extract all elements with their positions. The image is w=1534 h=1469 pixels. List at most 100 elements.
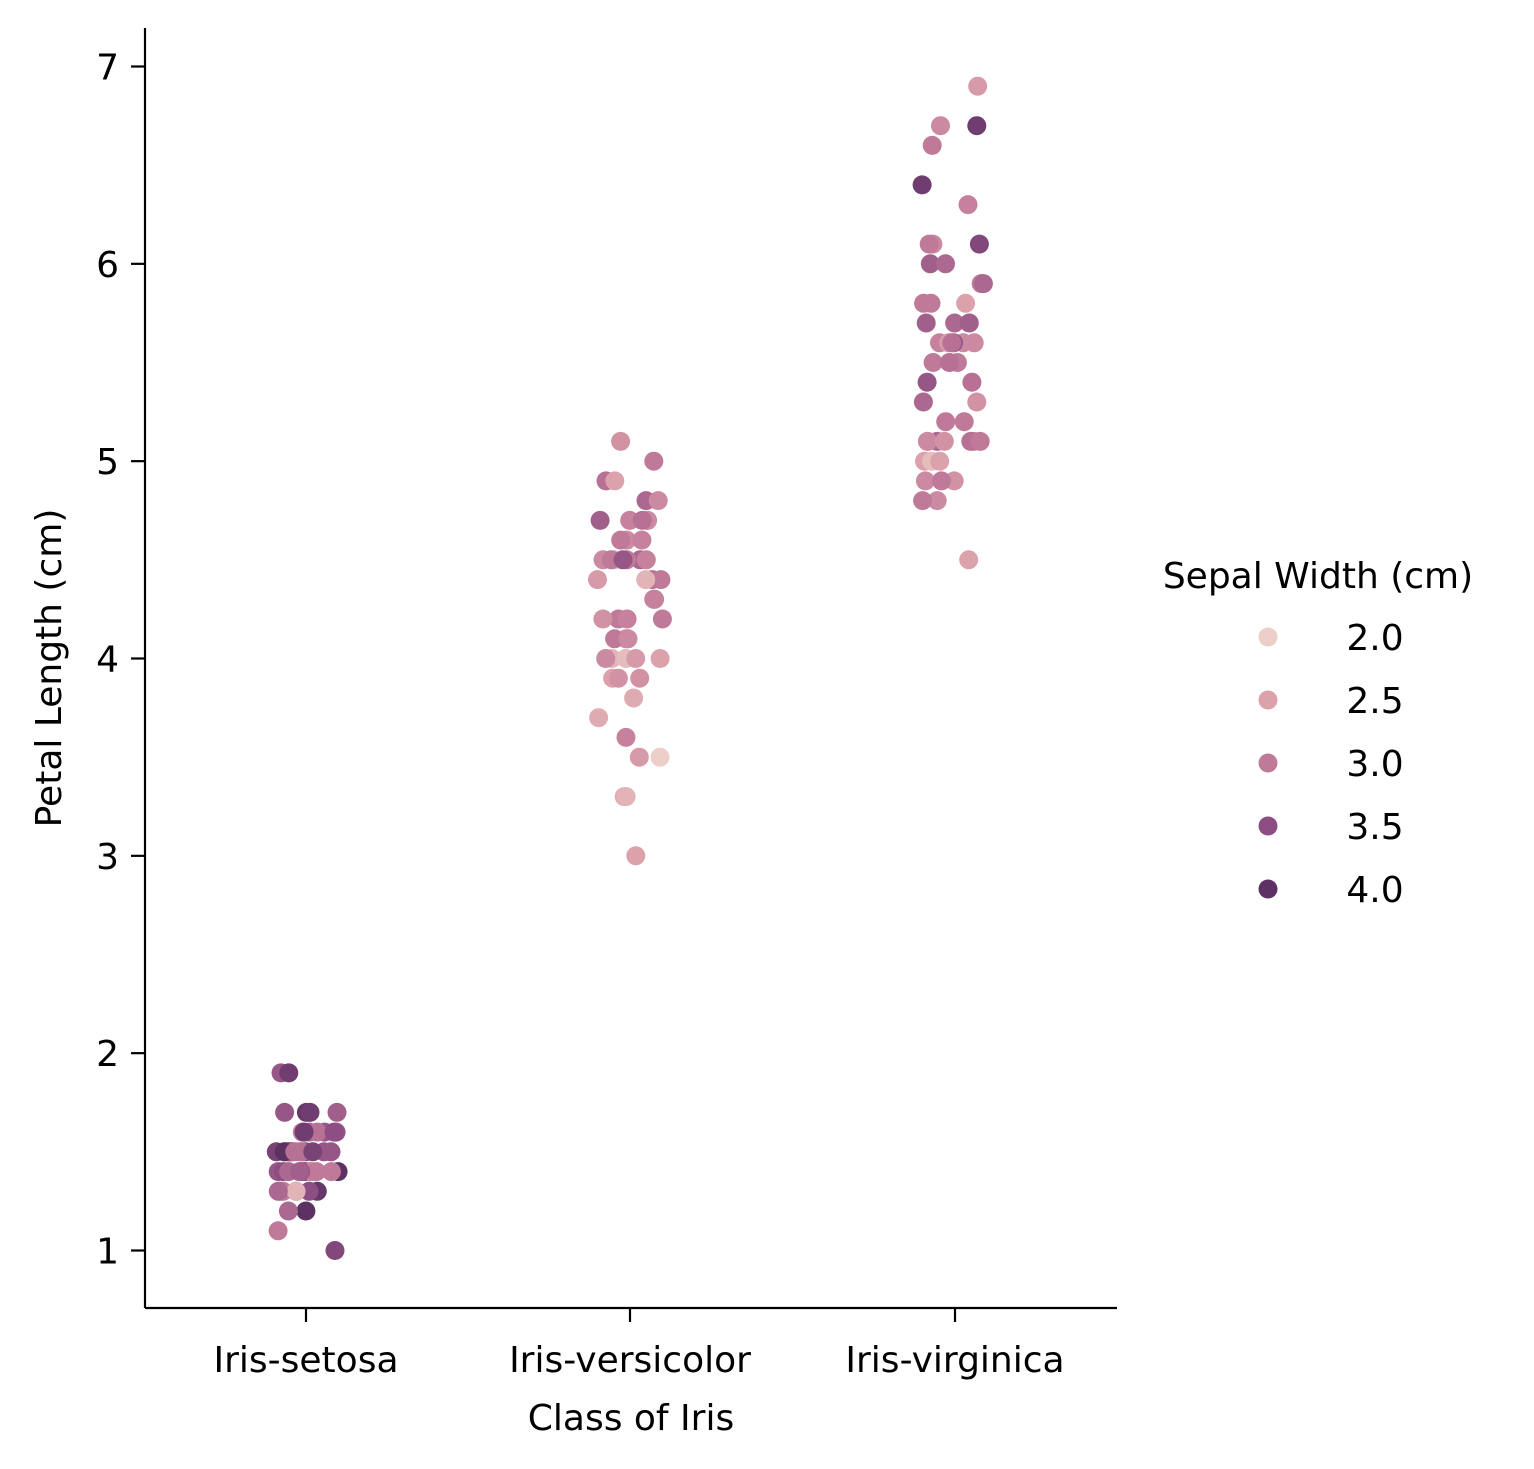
data-point: [652, 609, 672, 629]
legend-marker: [1258, 690, 1278, 710]
data-point: [632, 530, 652, 550]
data-point: [927, 491, 947, 511]
data-point: [920, 254, 940, 274]
x-tick-label: Iris-virginica: [845, 1340, 1064, 1381]
data-point: [596, 649, 616, 668]
legend-marker: [1258, 627, 1278, 647]
data-point: [321, 1162, 341, 1182]
data-point: [936, 254, 955, 274]
data-point: [931, 116, 950, 136]
data-point: [919, 234, 939, 254]
data-point: [923, 353, 943, 372]
data-point: [300, 1102, 320, 1122]
data-point: [616, 727, 636, 747]
points-layer: [266, 76, 993, 1260]
data-point: [590, 510, 610, 530]
data-point: [636, 550, 656, 570]
legend-entries: 2.0 2.5 3.0 3.5 4.0: [1258, 618, 1404, 911]
data-point: [958, 195, 978, 215]
data-point: [921, 293, 941, 313]
data-point: [970, 431, 990, 451]
data-point: [275, 1102, 295, 1122]
data-point: [650, 747, 670, 767]
data-point: [608, 668, 628, 688]
data-point: [912, 175, 932, 195]
data-point: [934, 431, 954, 451]
data-point: [617, 609, 637, 629]
legend-label: 4.0: [1346, 870, 1403, 911]
data-point: [268, 1221, 288, 1241]
x-tick-label: Iris-versicolor: [509, 1340, 751, 1381]
data-point: [644, 451, 664, 471]
data-point: [307, 1122, 327, 1142]
data-point: [636, 570, 656, 590]
legend-title: Sepal Width (cm): [1163, 556, 1473, 597]
data-point: [968, 76, 988, 96]
y-tick-label: 6: [96, 245, 119, 286]
data-point: [630, 668, 650, 688]
data-point: [306, 1162, 326, 1182]
data-point: [279, 1063, 299, 1083]
data-point: [967, 392, 987, 412]
data-point: [650, 649, 670, 668]
data-point: [605, 629, 625, 649]
data-point: [611, 431, 631, 451]
data-point: [969, 234, 989, 254]
data-point: [939, 353, 959, 372]
data-point: [936, 412, 956, 432]
legend-marker: [1258, 753, 1278, 773]
legend-label: 3.0: [1346, 744, 1403, 785]
data-point: [956, 293, 976, 313]
legend-marker: [1258, 816, 1278, 836]
data-point: [967, 116, 987, 136]
data-point: [611, 530, 631, 550]
data-point: [913, 392, 933, 412]
data-point: [286, 1181, 306, 1201]
legend-label: 2.5: [1346, 681, 1403, 722]
data-point: [651, 570, 671, 590]
data-point: [618, 629, 638, 649]
data-point: [605, 471, 625, 491]
data-point: [303, 1142, 323, 1162]
x-ticks: Iris-setosa Iris-versicolor Iris-virginica: [213, 1308, 1065, 1381]
legend-label: 2.0: [1346, 618, 1403, 659]
data-point: [917, 372, 937, 392]
data-point: [930, 451, 950, 471]
data-point: [932, 471, 951, 491]
y-axis-label: Petal Length (cm): [29, 509, 70, 828]
data-point: [589, 708, 609, 728]
y-ticks: 1 2 3 4 5 6 7: [96, 48, 145, 1273]
data-point: [327, 1102, 347, 1122]
data-point: [294, 1122, 314, 1142]
x-axis-label: Class of Iris: [528, 1398, 734, 1439]
data-point: [918, 431, 938, 451]
data-point: [268, 1181, 288, 1201]
data-point: [959, 550, 979, 570]
data-point: [645, 589, 665, 609]
data-point: [916, 313, 936, 333]
data-point: [962, 372, 982, 392]
data-point: [285, 1142, 305, 1162]
legend-marker: [1258, 879, 1278, 899]
y-tick-label: 2: [96, 1034, 119, 1075]
data-point: [624, 688, 644, 708]
data-point: [922, 135, 942, 155]
x-tick-label: Iris-setosa: [213, 1340, 398, 1381]
data-point: [973, 274, 993, 294]
y-tick-label: 5: [96, 442, 119, 483]
y-tick-label: 3: [96, 837, 119, 878]
data-point: [632, 510, 652, 530]
y-tick-label: 7: [96, 48, 119, 89]
data-point: [954, 412, 974, 432]
data-point: [942, 333, 962, 353]
data-point: [616, 787, 636, 807]
data-point: [945, 313, 965, 333]
data-point: [278, 1201, 298, 1221]
data-point: [324, 1122, 344, 1142]
data-point: [290, 1162, 309, 1182]
data-point: [648, 491, 668, 511]
data-point: [296, 1201, 316, 1221]
data-point: [629, 747, 649, 767]
y-tick-label: 1: [96, 1232, 119, 1273]
